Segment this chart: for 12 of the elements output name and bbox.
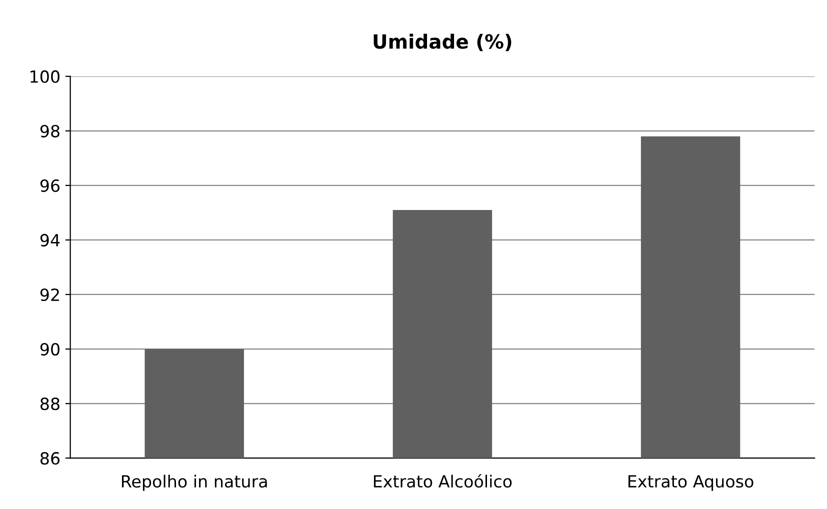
- y-tick-label: 100: [30, 70, 60, 83]
- y-tick-label: 94: [40, 234, 60, 247]
- x-tick-label: Extrato Aquoso: [628, 475, 754, 491]
- y-tick-label: 98: [40, 124, 60, 138]
- y-tick-label: 88: [40, 398, 60, 410]
- x-tick-label: Extrato Alcoólico: [374, 474, 512, 488]
- y-tick-label: 96: [40, 179, 60, 192]
- y-tick-label: 92: [40, 288, 59, 302]
- x-tick-label: Repolho in natura: [122, 474, 267, 491]
- chart-title: Umidade (%): [374, 34, 512, 52]
- y-tick-label: 86: [40, 452, 60, 465]
- y-tick-label: 90: [40, 342, 60, 356]
